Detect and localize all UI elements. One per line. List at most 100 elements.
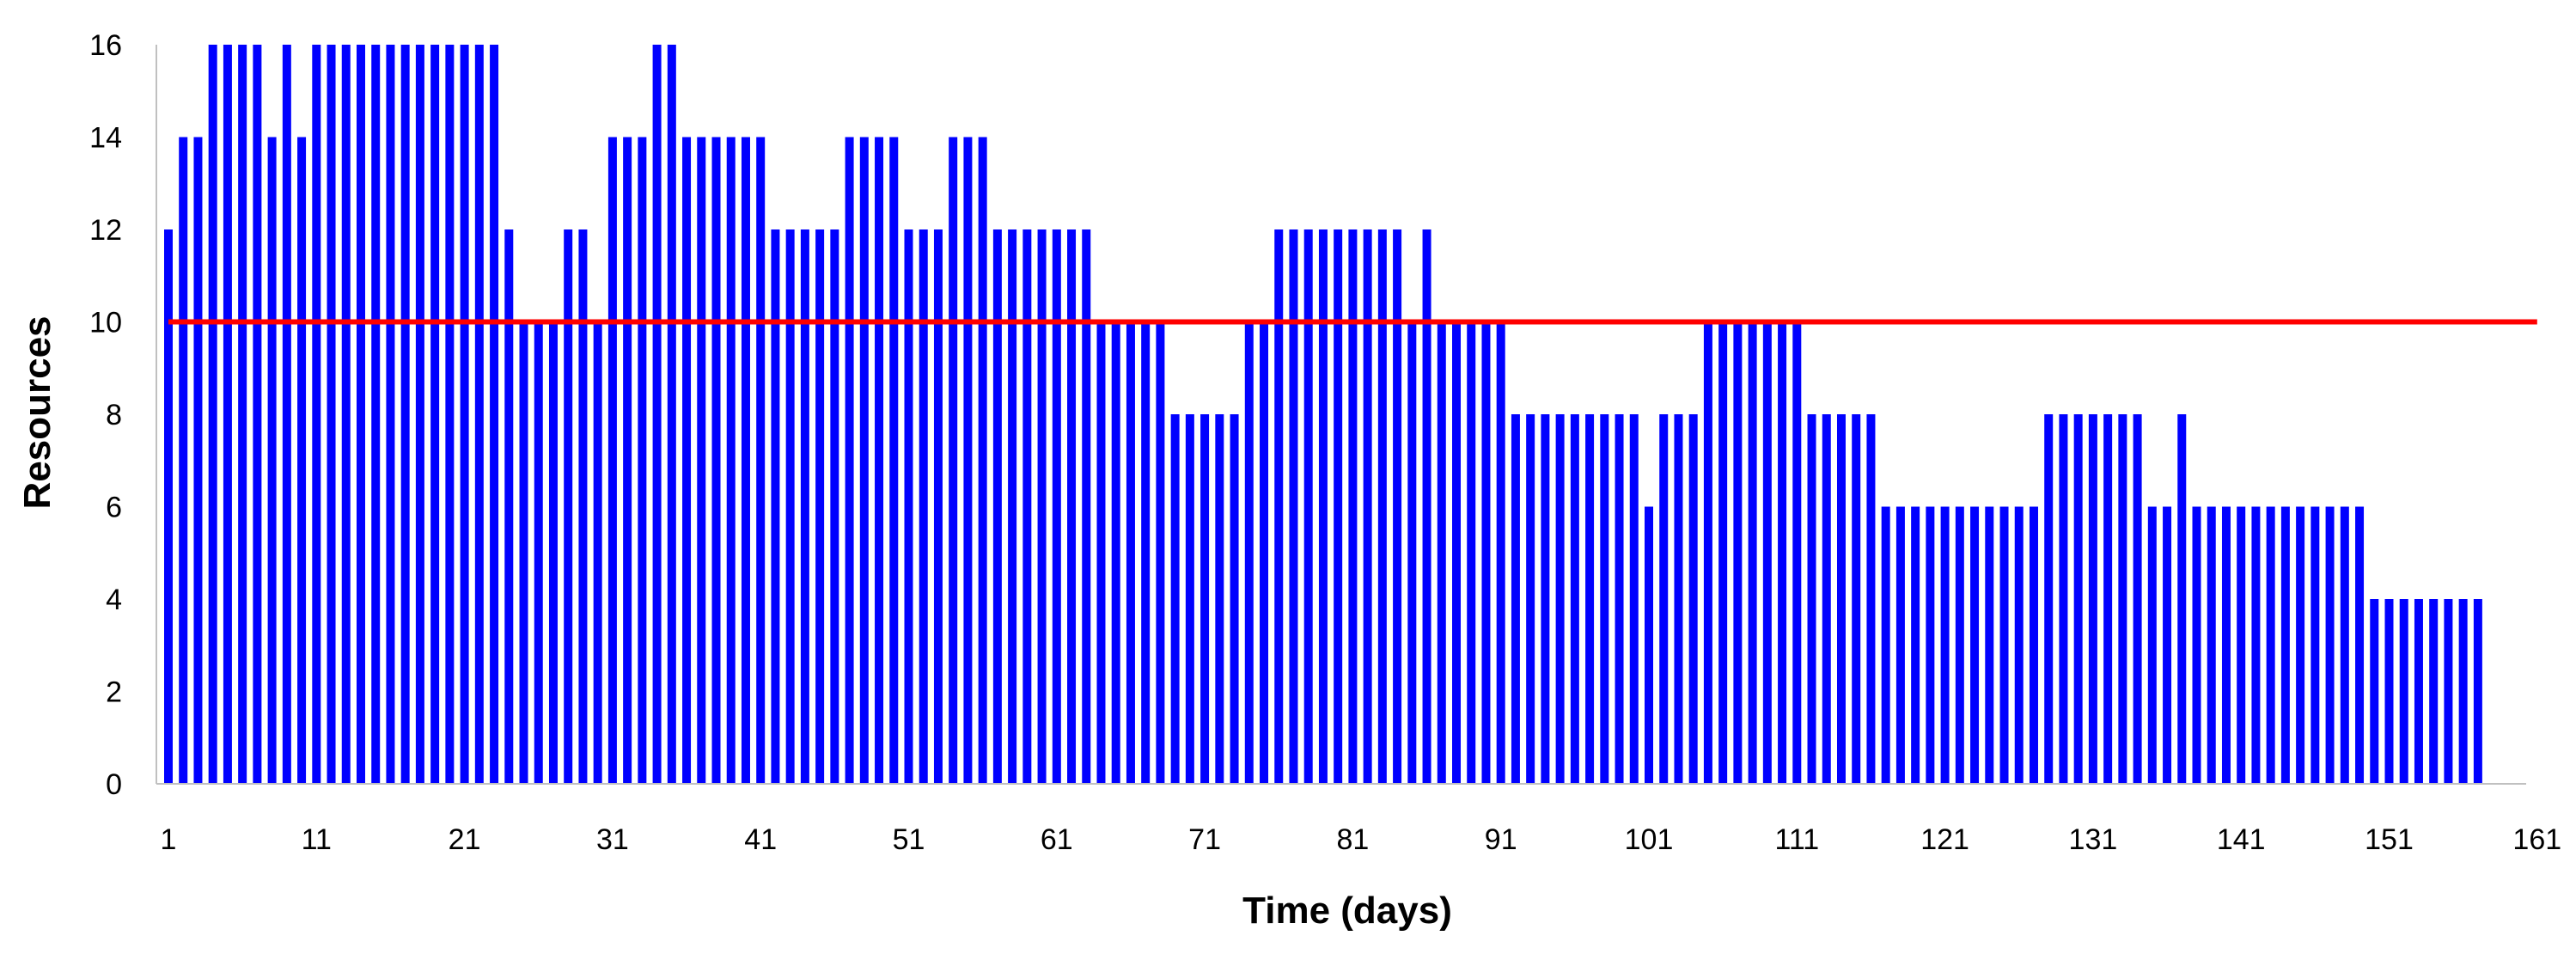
bar-day-138 [2192,506,2201,784]
bar-day-123 [1970,506,1980,784]
bar-day-39 [726,137,736,784]
bar-day-60 [1037,229,1047,784]
bar-day-104 [1688,414,1698,784]
bar-day-15 [371,45,381,784]
bar-day-114 [1836,414,1846,784]
bar-day-20 [445,45,455,784]
bar-day-156 [2458,599,2468,784]
bar-day-148 [2340,506,2349,784]
y-tick-label-12: 12 [89,214,122,247]
bar-day-48 [859,137,869,784]
bar-day-150 [2370,599,2379,784]
bar-day-153 [2414,599,2423,784]
bar-day-105 [1703,321,1712,784]
bar-day-55 [963,137,973,784]
bar-day-4 [208,45,217,784]
bar-day-77 [1289,229,1298,784]
bar-day-69 [1170,414,1180,784]
bar-day-32 [623,137,632,784]
axes-layer [156,45,2526,785]
y-tick-label-14: 14 [89,122,122,155]
bar-day-5 [223,45,232,784]
bar-day-73 [1230,414,1239,784]
bar-day-116 [1866,414,1876,784]
bar-day-146 [2310,506,2320,784]
bar-day-1 [164,229,173,784]
bar-day-52 [919,229,928,784]
x-tick-label-11: 11 [302,823,332,856]
x-tick-label-51: 51 [893,823,925,856]
bar-day-125 [1999,506,2009,784]
bar-day-92 [1511,414,1520,784]
bar-day-80 [1334,229,1343,784]
bar-day-143 [2266,506,2275,784]
bar-day-100 [1629,414,1639,784]
bar-day-34 [652,45,662,784]
bar-day-85 [1407,321,1417,784]
bar-day-137 [2177,414,2187,784]
x-tick-label-31: 31 [596,823,629,856]
x-tick-label-151: 151 [2365,823,2414,856]
bar-day-25 [519,321,528,784]
bar-day-133 [2118,414,2127,784]
bar-day-21 [460,45,469,784]
bar-day-88 [1452,321,1462,784]
bar-day-110 [1778,321,1787,784]
bar-day-101 [1645,506,1653,784]
bar-day-90 [1481,321,1491,784]
bar-day-106 [1718,321,1728,784]
bar-day-11 [312,45,321,784]
bar-day-36 [682,137,692,784]
bar-day-7 [253,45,262,784]
bar-day-13 [341,45,351,784]
bar-day-61 [1052,229,1061,784]
bar-day-87 [1437,321,1446,784]
bar-day-103 [1674,414,1683,784]
bar-day-45 [815,229,825,784]
bar-day-24 [504,229,514,784]
bar-day-93 [1526,414,1535,784]
bar-day-115 [1852,414,1861,784]
x-tick-label-81: 81 [1336,823,1369,856]
bar-day-26 [534,321,543,784]
y-axis-title: Resources [16,315,58,509]
bar-day-6 [238,45,247,784]
bar-day-50 [889,137,899,784]
bars-layer [164,45,2482,784]
bar-day-91 [1496,321,1505,784]
bar-day-94 [1541,414,1550,784]
bar-day-49 [875,137,884,784]
bar-day-109 [1762,321,1772,784]
x-tick-label-91: 91 [1485,823,1517,856]
bar-day-62 [1067,229,1077,784]
y-tick-label-4: 4 [106,584,122,616]
bar-day-132 [2103,414,2113,784]
bar-day-96 [1570,414,1579,784]
bar-day-136 [2163,506,2172,784]
y-tick-label-8: 8 [106,399,122,431]
bar-day-127 [2029,506,2038,784]
bar-day-64 [1096,321,1106,784]
x-tick-label-111: 111 [1774,823,1819,856]
bar-day-46 [830,229,839,784]
bar-day-144 [2280,506,2290,784]
bar-day-51 [904,229,913,784]
y-tick-label-2: 2 [106,676,122,709]
y-tick-label-16: 16 [89,29,122,62]
bar-day-54 [949,137,958,784]
bar-day-83 [1377,229,1387,784]
bar-day-128 [2044,414,2054,784]
bar-day-155 [2444,599,2453,784]
bar-day-27 [548,321,558,784]
bar-day-120 [1926,506,1935,784]
bar-day-117 [1881,506,1890,784]
bar-day-14 [356,45,365,784]
bar-day-38 [711,137,721,784]
x-tick-label-101: 101 [1625,823,1674,856]
bar-day-139 [2207,506,2216,784]
y-tick-label-0: 0 [106,768,122,801]
bar-day-75 [1260,321,1269,784]
